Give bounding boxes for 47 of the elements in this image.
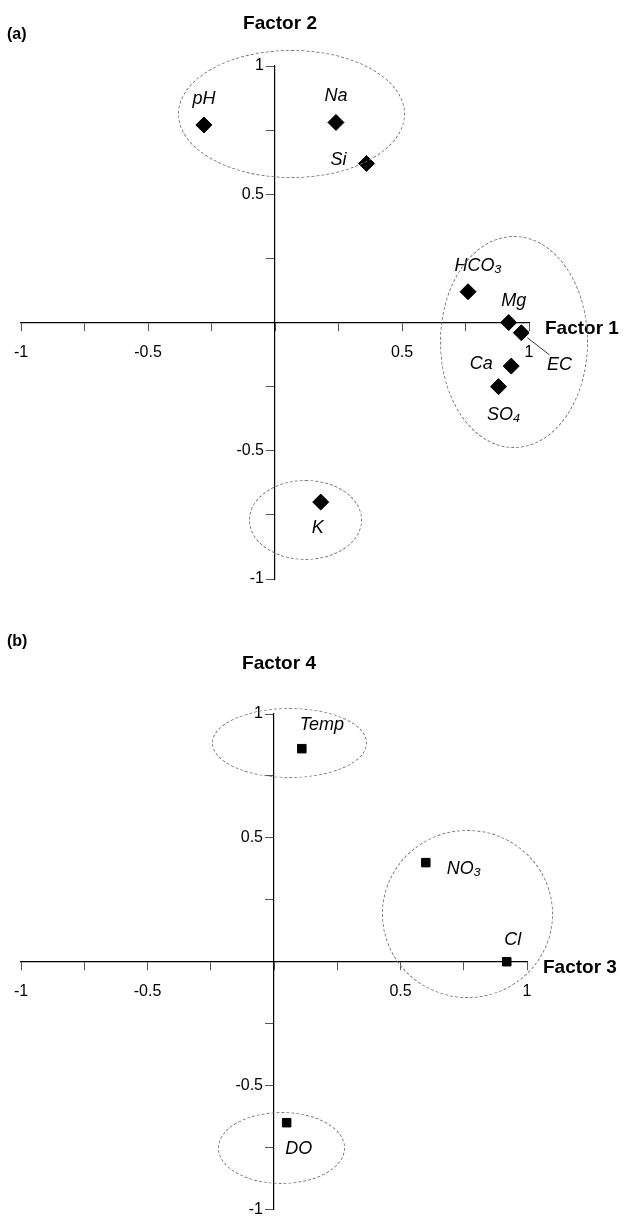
point xyxy=(281,1117,292,1128)
point xyxy=(297,743,307,754)
y-axis-title: Factor 4 xyxy=(242,652,317,674)
y-tick-label: 1 xyxy=(255,56,265,74)
y-tick-label: 1 xyxy=(254,704,264,722)
point xyxy=(195,116,213,134)
x-tick-label: -0.5 xyxy=(133,981,162,999)
annotation: Ca xyxy=(469,353,493,374)
annotation: K xyxy=(311,517,325,538)
annotation: Temp xyxy=(299,713,345,734)
x-axis-title: Factor 3 xyxy=(543,955,617,977)
y-tick-label: 0.5 xyxy=(241,184,265,202)
chart-title: (b) xyxy=(7,632,28,650)
x-tick-label: -1 xyxy=(13,981,29,999)
y-tick-label: -0.5 xyxy=(236,441,265,459)
x-tick-label: -1 xyxy=(13,342,29,360)
point xyxy=(502,956,512,967)
annotation: SO₄ xyxy=(486,403,521,424)
x-tick-label: 0.5 xyxy=(389,981,412,999)
annotation: EC xyxy=(546,353,573,374)
annotation: DO xyxy=(285,1137,313,1158)
point xyxy=(502,357,520,375)
annotation: Si xyxy=(330,149,348,170)
point xyxy=(459,283,477,301)
x-tick-label: 0.5 xyxy=(390,342,414,360)
y-tick-label: -0.5 xyxy=(235,1075,264,1093)
y-tick-label: 0.5 xyxy=(240,828,264,846)
y-axis-title: Factor 2 xyxy=(243,12,317,34)
point xyxy=(312,493,330,511)
point xyxy=(490,378,508,396)
point xyxy=(421,857,431,868)
x-tick-label: -0.5 xyxy=(134,342,162,360)
x-tick-label: 1 xyxy=(522,981,532,999)
annotation: Mg xyxy=(501,289,527,310)
annotation: pH xyxy=(191,88,217,108)
annotation: Na xyxy=(324,85,348,106)
x-axis-title: Factor 1 xyxy=(545,316,620,338)
annotation: NO₃ xyxy=(446,857,481,878)
chart-title: (a) xyxy=(7,25,27,43)
point xyxy=(327,113,345,131)
y-tick-label: -1 xyxy=(248,1199,264,1217)
annotation: HCO₃ xyxy=(454,254,502,275)
point xyxy=(500,314,518,331)
point xyxy=(512,324,529,342)
y-tick-label: -1 xyxy=(249,569,265,587)
annotation: Cl xyxy=(504,928,523,949)
x-tick-label: 1 xyxy=(524,342,534,360)
